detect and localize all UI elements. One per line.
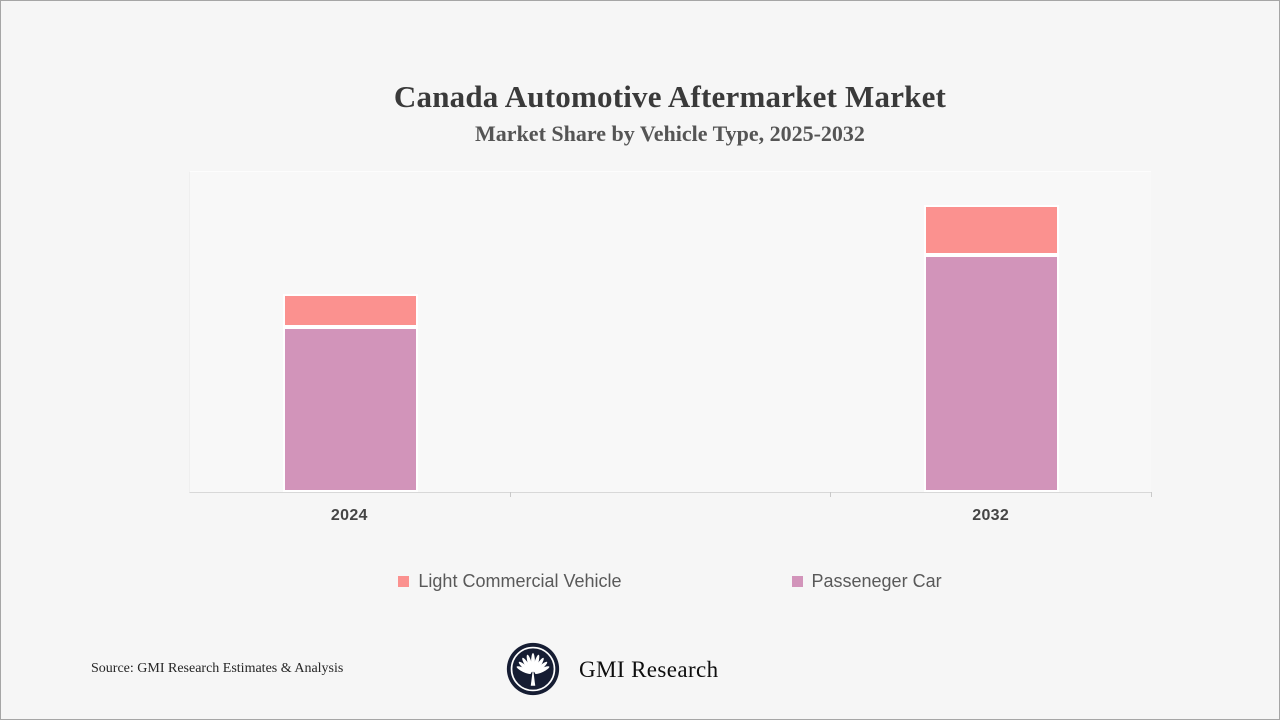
x-axis-label-2024: 2024 — [330, 507, 368, 524]
legend-marker-light-commercial-vehicle — [398, 576, 410, 587]
x-axis-tick — [509, 492, 511, 497]
legend-marker-passeneger-car — [791, 576, 803, 587]
plot-area — [189, 171, 1152, 497]
x-axis-label-2032: 2032 — [972, 507, 1010, 524]
x-axis-tick — [830, 492, 832, 497]
legend-item-passeneger-car: Passeneger Car — [791, 571, 942, 592]
brand-name: GMI Research — [579, 657, 719, 682]
source-note: Source: GMI Research Estimates & Analysi… — [91, 661, 344, 676]
chart-subtitle: Market Share by Vehicle Type, 2025-2032 — [475, 121, 865, 146]
bar-segment-2024-light-commercial-vehicle — [282, 294, 418, 328]
legend-item-light-commercial-vehicle: Light Commercial Vehicle — [398, 571, 622, 592]
bar-segment-2032-light-commercial-vehicle — [924, 205, 1060, 256]
x-axis-labels: 2024 2032 — [189, 507, 1151, 533]
gmi-research-logo-icon — [506, 642, 560, 696]
legend-label: Passeneger Car — [811, 571, 942, 591]
chart-title: Canada Automotive Aftermarket Market — [393, 79, 947, 114]
legend-label: Light Commercial Vehicle — [418, 571, 622, 591]
bar-segment-2032-passeneger-car — [924, 255, 1060, 492]
title-block: Canada Automotive Aftermarket Market Mar… — [189, 79, 1151, 147]
bar-segment-2024-passeneger-car — [282, 327, 418, 492]
x-axis-tick — [1151, 492, 1152, 497]
legend: Light Commercial Vehicle Passeneger Car — [189, 571, 1151, 592]
